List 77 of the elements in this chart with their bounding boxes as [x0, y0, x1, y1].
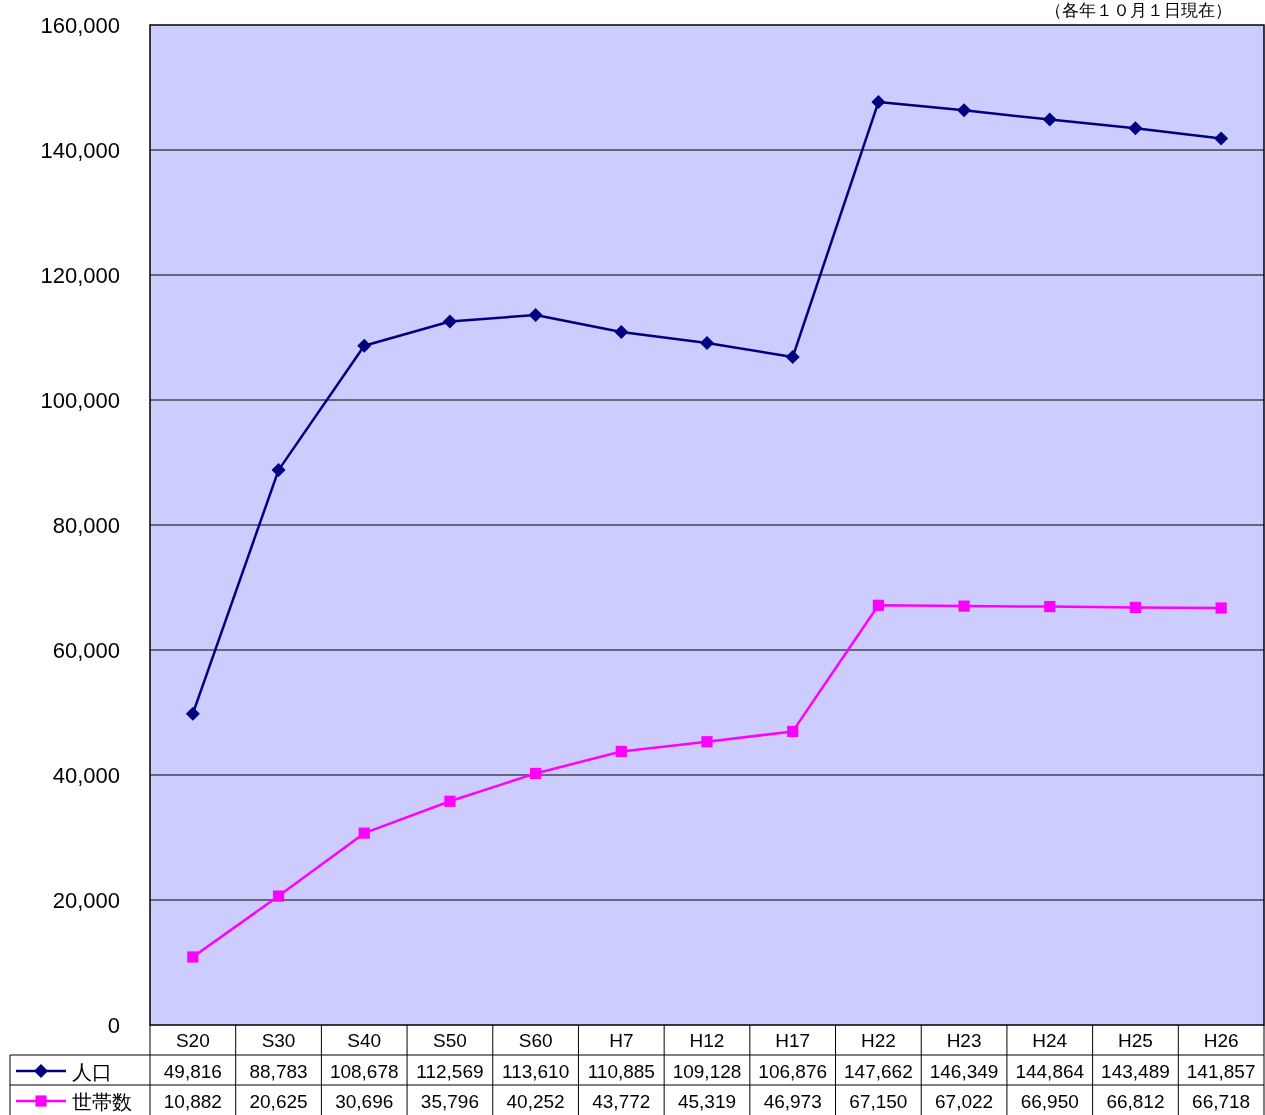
y-tick-label: 40,000 — [52, 763, 120, 788]
data-label: 109,128 — [672, 1061, 742, 1082]
point — [357, 338, 372, 353]
y-tick-label: 60,000 — [52, 638, 120, 663]
y-tick-label: 80,000 — [52, 513, 120, 538]
point — [187, 951, 199, 963]
data-label: 144,864 — [1015, 1061, 1085, 1082]
data-label: 66,950 — [1020, 1091, 1079, 1112]
data-label: 45,319 — [677, 1091, 737, 1112]
x-tick-label: H23 — [946, 1030, 982, 1051]
y-tick-label: 20,000 — [52, 888, 120, 913]
legend-label: 人口 — [72, 1061, 112, 1083]
point — [701, 736, 713, 748]
x-tick-label: H24 — [1032, 1030, 1068, 1051]
point — [185, 706, 200, 721]
data-label: 141,857 — [1186, 1061, 1256, 1082]
point — [272, 890, 285, 902]
data-label: 35,796 — [420, 1091, 479, 1112]
data-label: 30,696 — [335, 1091, 394, 1112]
point — [615, 745, 627, 758]
point — [1044, 600, 1056, 613]
data-label: 10,882 — [163, 1091, 222, 1112]
point — [1214, 131, 1229, 146]
x-tick-label: H12 — [689, 1030, 725, 1051]
point — [1128, 121, 1143, 136]
data-label: 40,252 — [506, 1091, 565, 1112]
y-tick-label: 160,000 — [40, 13, 120, 38]
data-label: 43,772 — [592, 1091, 651, 1112]
point — [614, 324, 629, 339]
point — [700, 335, 714, 350]
legend-label: 世帯数 — [72, 1091, 132, 1113]
data-label: 143,489 — [1101, 1061, 1170, 1082]
y-tick-label: 120,000 — [40, 263, 120, 288]
data-label: 66,718 — [1192, 1091, 1251, 1112]
point — [871, 95, 886, 110]
x-tick-label: S60 — [518, 1030, 553, 1051]
point — [1129, 601, 1142, 614]
x-tick-label: S30 — [261, 1030, 296, 1051]
data-label: 146,349 — [929, 1061, 999, 1082]
data-label: 67,150 — [849, 1091, 908, 1112]
x-tick-label: H25 — [1118, 1030, 1153, 1051]
point — [957, 103, 972, 118]
point — [528, 307, 543, 322]
data-label: 88,783 — [249, 1061, 308, 1082]
data-label: 67,022 — [935, 1091, 994, 1112]
point — [785, 350, 800, 365]
y-tick-label: 0 — [107, 1013, 120, 1038]
x-tick-label: H7 — [609, 1030, 634, 1051]
point — [787, 725, 799, 738]
point — [444, 795, 456, 807]
data-label: 106,876 — [758, 1061, 828, 1082]
data-label: 20,625 — [249, 1091, 308, 1112]
point — [442, 314, 457, 329]
point — [358, 827, 370, 839]
data-label: 147,662 — [844, 1061, 913, 1082]
point — [1215, 602, 1227, 614]
point — [1042, 112, 1057, 127]
x-tick-label: S50 — [433, 1030, 467, 1051]
y-tick-label: 100,000 — [40, 388, 120, 413]
data-label: 110,885 — [587, 1061, 655, 1082]
point — [530, 767, 542, 780]
text: （各年１０月１日現在） — [1045, 1, 1232, 20]
data-label: 108,678 — [329, 1061, 399, 1082]
x-tick-label: S40 — [347, 1030, 382, 1051]
data-label: 46,973 — [763, 1091, 822, 1112]
data-label: 49,816 — [163, 1061, 222, 1082]
data-label: 113,610 — [501, 1061, 570, 1082]
x-tick-label: H26 — [1203, 1030, 1239, 1051]
x-tick-label: S20 — [175, 1030, 210, 1051]
point — [872, 599, 884, 611]
x-tick-label: H22 — [860, 1030, 896, 1051]
data-label: 112,569 — [416, 1061, 484, 1082]
x-tick-label: H17 — [775, 1030, 811, 1051]
data-label: 66,812 — [1106, 1091, 1165, 1112]
point — [271, 463, 286, 478]
y-tick-label: 140,000 — [40, 138, 120, 163]
point — [958, 600, 970, 612]
